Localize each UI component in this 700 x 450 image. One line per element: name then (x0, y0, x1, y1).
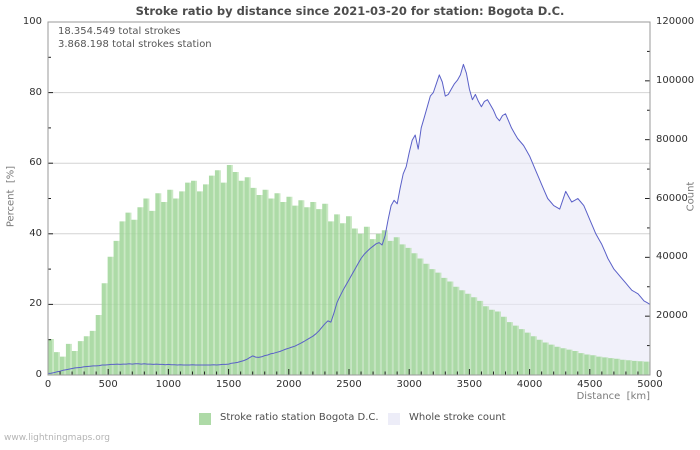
x-axis-title: Distance [km] (576, 391, 650, 402)
x-axis-tick-label: 3000 (396, 379, 422, 390)
legend-swatch-stroke-ratio (199, 413, 211, 425)
x-axis-tick-label: 2500 (336, 379, 362, 390)
y2-axis-tick-label: 120000 (656, 16, 695, 27)
y2-axis-title: Count (685, 181, 697, 212)
x-axis-tick-label: 1500 (215, 379, 242, 390)
y2-axis-tick-label: 100000 (656, 74, 695, 86)
y2-axis-tick-label: 60000 (656, 192, 688, 204)
x-axis-tick-label: 3500 (456, 379, 483, 390)
x-axis-tick-label: 5000 (637, 379, 663, 390)
y2-axis-tick-label: 40000 (656, 251, 688, 263)
y2-axis-tick-label: 0 (656, 369, 663, 380)
y-axis-tick-label: 100 (22, 16, 42, 27)
x-axis-tick-label: 4500 (577, 379, 603, 390)
y-axis-title: Percent [%] (5, 165, 17, 228)
annotation-total-strokes-station: 3.868.198 total strokes station (58, 39, 212, 50)
x-axis-tick-label: 500 (98, 379, 118, 390)
y2-axis-tick-label: 80000 (656, 133, 688, 145)
y-axis-tick-label: 0 (35, 369, 42, 380)
x-axis-tick-label: 0 (44, 379, 52, 390)
y-axis-tick-label: 60 (29, 157, 42, 169)
x-axis-tick-label: 1000 (155, 379, 182, 390)
y2-axis-tick-label: 20000 (656, 310, 688, 322)
x-axis-tick-label: 2000 (276, 379, 302, 390)
watermark: www.lightningmaps.org (4, 433, 110, 443)
legend-label-stroke-ratio: Stroke ratio station Bogota D.C. (220, 412, 379, 423)
x-axis-tick-label: 4000 (516, 379, 543, 390)
legend-swatch-whole-stroke-count (388, 413, 400, 425)
annotation-total-strokes: 18.354.549 total strokes (58, 26, 181, 37)
y-axis-tick-label: 40 (29, 227, 42, 239)
y-axis-tick-label: 80 (29, 86, 42, 98)
y-axis-tick-label: 20 (29, 298, 42, 310)
page-title: Stroke ratio by distance since 2021-03-2… (135, 4, 565, 18)
legend-label-whole-stroke-count: Whole stroke count (409, 412, 506, 423)
